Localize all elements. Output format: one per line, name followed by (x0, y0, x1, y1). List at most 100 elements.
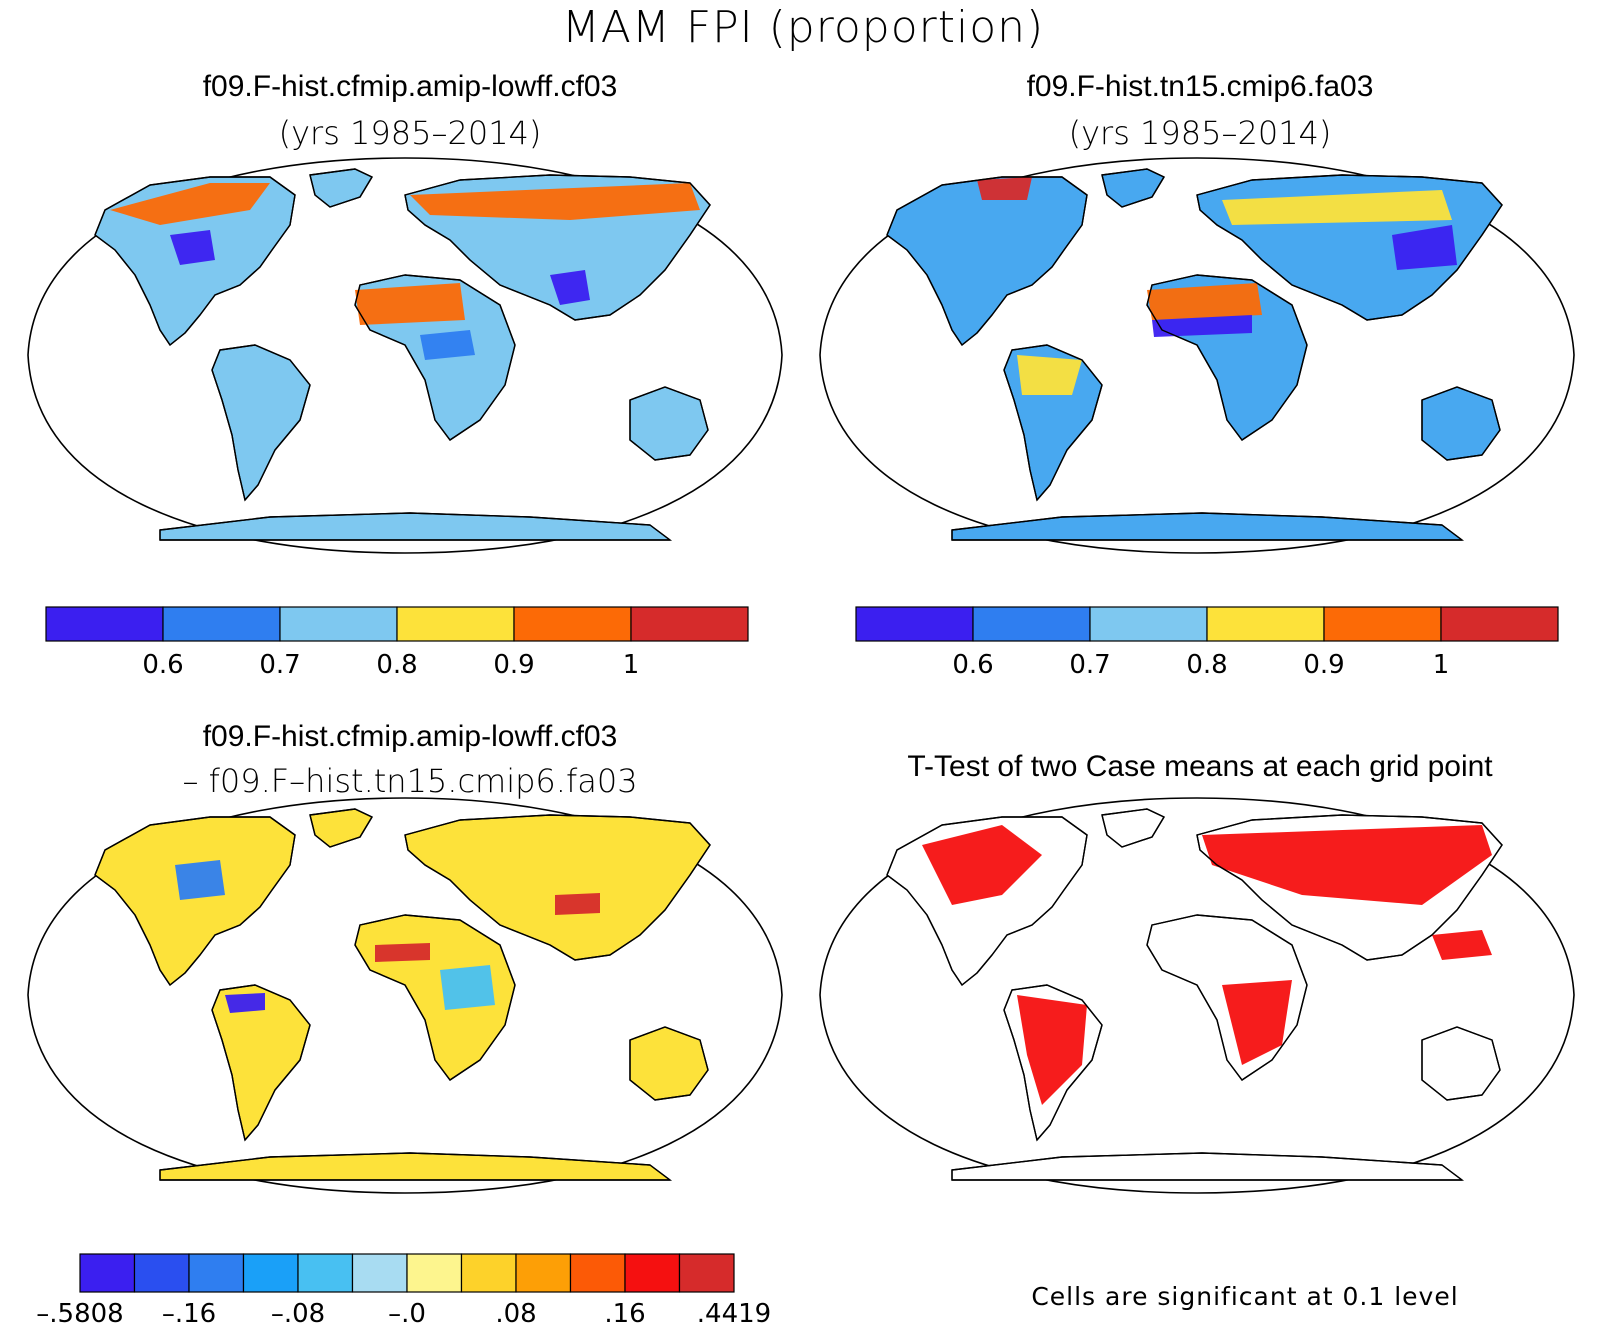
colorbar-tick-label: 0.9 (1303, 650, 1344, 680)
colorbar-panel-2: 0.6 0.7 0.8 0.9 1 (855, 606, 1559, 680)
field-patch (550, 270, 590, 305)
colorbar-swatch (515, 1253, 572, 1293)
coastline-australia (1421, 386, 1501, 461)
colorbar-tick-label: 1 (623, 650, 640, 680)
colorbar-swatch (630, 606, 749, 642)
map-2-content (819, 157, 1575, 554)
colorbar-swatch (242, 1253, 299, 1293)
coastline-south-america (211, 984, 311, 1142)
colorbar-tick-label: –.16 (162, 1299, 216, 1327)
coastline-africa (1146, 914, 1308, 1081)
coastline-greenland (1101, 808, 1165, 848)
colorbar-swatch (460, 1253, 517, 1293)
colorbar-tick-label: .4419 (697, 1299, 771, 1327)
colorbar-tick-label: 0.6 (952, 650, 993, 680)
colorbar-swatch (297, 1253, 354, 1293)
panel1-title: f09.F-hist.cfmip.amip-lowff.cf03 (202, 70, 618, 103)
field-patch (1222, 980, 1292, 1065)
coastline-south-america (1003, 984, 1103, 1142)
field-patch (355, 283, 465, 325)
colorbar-swatch (1323, 606, 1442, 642)
coastline-africa (1146, 274, 1308, 441)
colorbar-swatch (1206, 606, 1325, 642)
coastline-australia (1421, 1026, 1501, 1101)
map-panel-3 (27, 797, 783, 1194)
colorbar-swatch (972, 606, 1091, 642)
colorbar-swatch (162, 606, 281, 642)
colorbar-tick-label: –.5808 (36, 1299, 123, 1327)
field-patch (1152, 315, 1252, 337)
map-3-content (27, 797, 783, 1194)
coastline-eurasia (1196, 814, 1503, 961)
colorbar-swatch (678, 1253, 735, 1293)
coastline-north-america (886, 176, 1088, 347)
field-patch (1202, 825, 1492, 905)
map-4-content (819, 797, 1575, 1194)
colorbar-swatch (279, 606, 398, 642)
colorbar-panel-1: 0.6 0.7 0.8 0.9 1 (45, 606, 749, 680)
colorbar-swatch (45, 606, 164, 642)
panel1-subtitle: (yrs 1985–2014) (278, 114, 542, 152)
field-patch (225, 993, 265, 1013)
colorbar-tick-label: 0.6 (142, 650, 183, 680)
coastline-australia (629, 1026, 709, 1101)
map-1-content (27, 157, 783, 554)
coastline-greenland (309, 808, 373, 848)
colorbar-tick-label: –.0 (388, 1299, 426, 1327)
colorbar-panel-3: –.5808 –.16 –.08 –.0 .08 .16 .4419 (36, 1253, 771, 1327)
map-panel-1 (27, 157, 783, 554)
coastline-north-america (886, 816, 1088, 987)
coastline-south-america (1003, 344, 1103, 502)
colorbar-swatch (1440, 606, 1559, 642)
panel4-title: T-Test of two Case means at each grid po… (907, 750, 1493, 783)
field-patch (555, 893, 600, 915)
field-patch (922, 825, 1042, 905)
field-patch (977, 177, 1032, 200)
colorbar-swatch (513, 606, 632, 642)
coastline-antarctica (159, 1152, 673, 1181)
colorbar-tick-label: .08 (495, 1299, 536, 1327)
colorbar-swatch (569, 1253, 626, 1293)
coastline-eurasia (404, 174, 711, 321)
colorbar-tick-label: –.08 (271, 1299, 325, 1327)
coastline-antarctica (159, 512, 673, 541)
colorbar-swatch (79, 1253, 136, 1293)
panel2-title: f09.F-hist.tn15.cmip6.fa03 (1026, 70, 1374, 103)
coastline-antarctica (951, 512, 1465, 541)
coastline-north-america (94, 176, 296, 347)
map-panel-2 (819, 157, 1575, 554)
map-panel-4 (819, 797, 1575, 1194)
colorbar-tick-label: 1 (1433, 650, 1450, 680)
colorbar-tick-label: 0.8 (376, 650, 417, 680)
colorbar-tick-label: 0.9 (493, 650, 534, 680)
field-patch (375, 943, 430, 962)
colorbar-swatch (396, 606, 515, 642)
coastline-antarctica (951, 1152, 1465, 1181)
colorbar-swatch (188, 1253, 245, 1293)
coastline-greenland (309, 168, 373, 208)
colorbar-tick-label: .16 (604, 1299, 645, 1327)
field-patch (170, 230, 215, 265)
coastline-africa (354, 274, 516, 441)
field-patch (1392, 225, 1457, 270)
panel3-title: f09.F-hist.cfmip.amip-lowff.cf03 (202, 720, 618, 753)
figure-title: MAM FPI (proportion) (561, 2, 1045, 53)
colorbar-swatch (624, 1253, 681, 1293)
coastline-africa (354, 914, 516, 1081)
panel3-subtitle: – f09.F–hist.tn15.cmip6.fa03 (182, 762, 638, 800)
colorbar-swatch (1089, 606, 1208, 642)
colorbar-swatch (351, 1253, 408, 1293)
colorbar-swatch (855, 606, 974, 642)
colorbar-tick-label: 0.8 (1186, 650, 1227, 680)
field-patch (1222, 190, 1452, 225)
colorbar-swatch (133, 1253, 190, 1293)
field-patch (110, 183, 270, 225)
coastline-eurasia (404, 814, 711, 961)
field-patch (420, 330, 475, 360)
colorbar-swatch (406, 1253, 463, 1293)
field-patch (175, 860, 225, 900)
colorbar-tick-label: 0.7 (259, 650, 300, 680)
field-patch (1017, 355, 1082, 395)
colorbar-tick-label: 0.7 (1069, 650, 1110, 680)
field-patch (1432, 930, 1492, 960)
